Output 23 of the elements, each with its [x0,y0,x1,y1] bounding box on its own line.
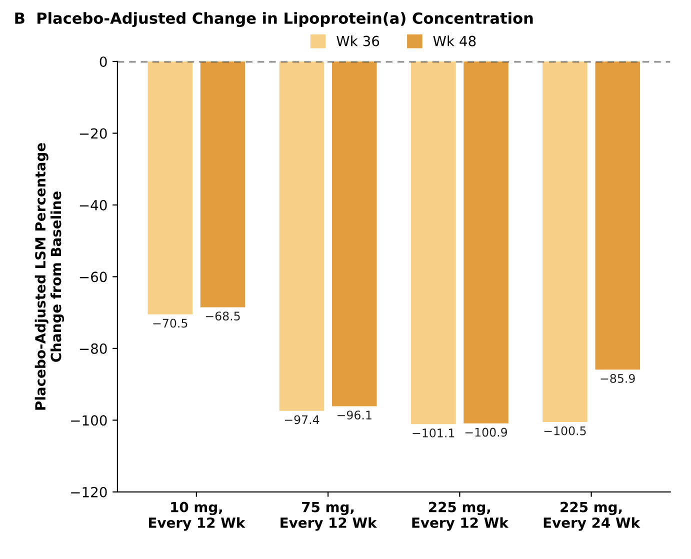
y-tick-label: −80 [80,343,107,354]
data-label: −100.5 [544,426,586,436]
data-label: −97.4 [284,415,320,424]
data-label: −100.9 [465,428,508,437]
data-label: −68.5 [206,312,240,320]
y-tick-label: 0 [100,56,107,67]
x-tick-label: 225 mg, Every 24 Wk [544,502,640,531]
y-tick-label: −20 [80,128,107,139]
chart-title: B Placebo-Adjusted Change in Lipoprotein(a) Concentration [15,12,533,28]
y-tick-label: −100 [71,415,107,426]
y-axis-title: Placebo-Adjusted LSM Percentage Change from Baseline [34,143,64,410]
x-tick-label: 10 mg, Every 12 Wk [149,502,246,531]
data-label: −96.1 [338,410,372,420]
legend-label: Wk 36 [336,36,380,46]
data-label: −101.1 [412,428,454,438]
y-tick-label: −120 [71,486,107,498]
data-label: −85.9 [600,374,635,383]
data-label: −70.5 [153,318,188,328]
y-tick-label: −40 [80,200,107,210]
x-tick-label: 75 mg, Every 12 Wk [280,502,378,531]
x-tick-label: 225 mg, Every 12 Wk [412,502,509,531]
legend-label: Wk 48 [433,36,476,46]
y-tick-label: −60 [80,272,107,282]
